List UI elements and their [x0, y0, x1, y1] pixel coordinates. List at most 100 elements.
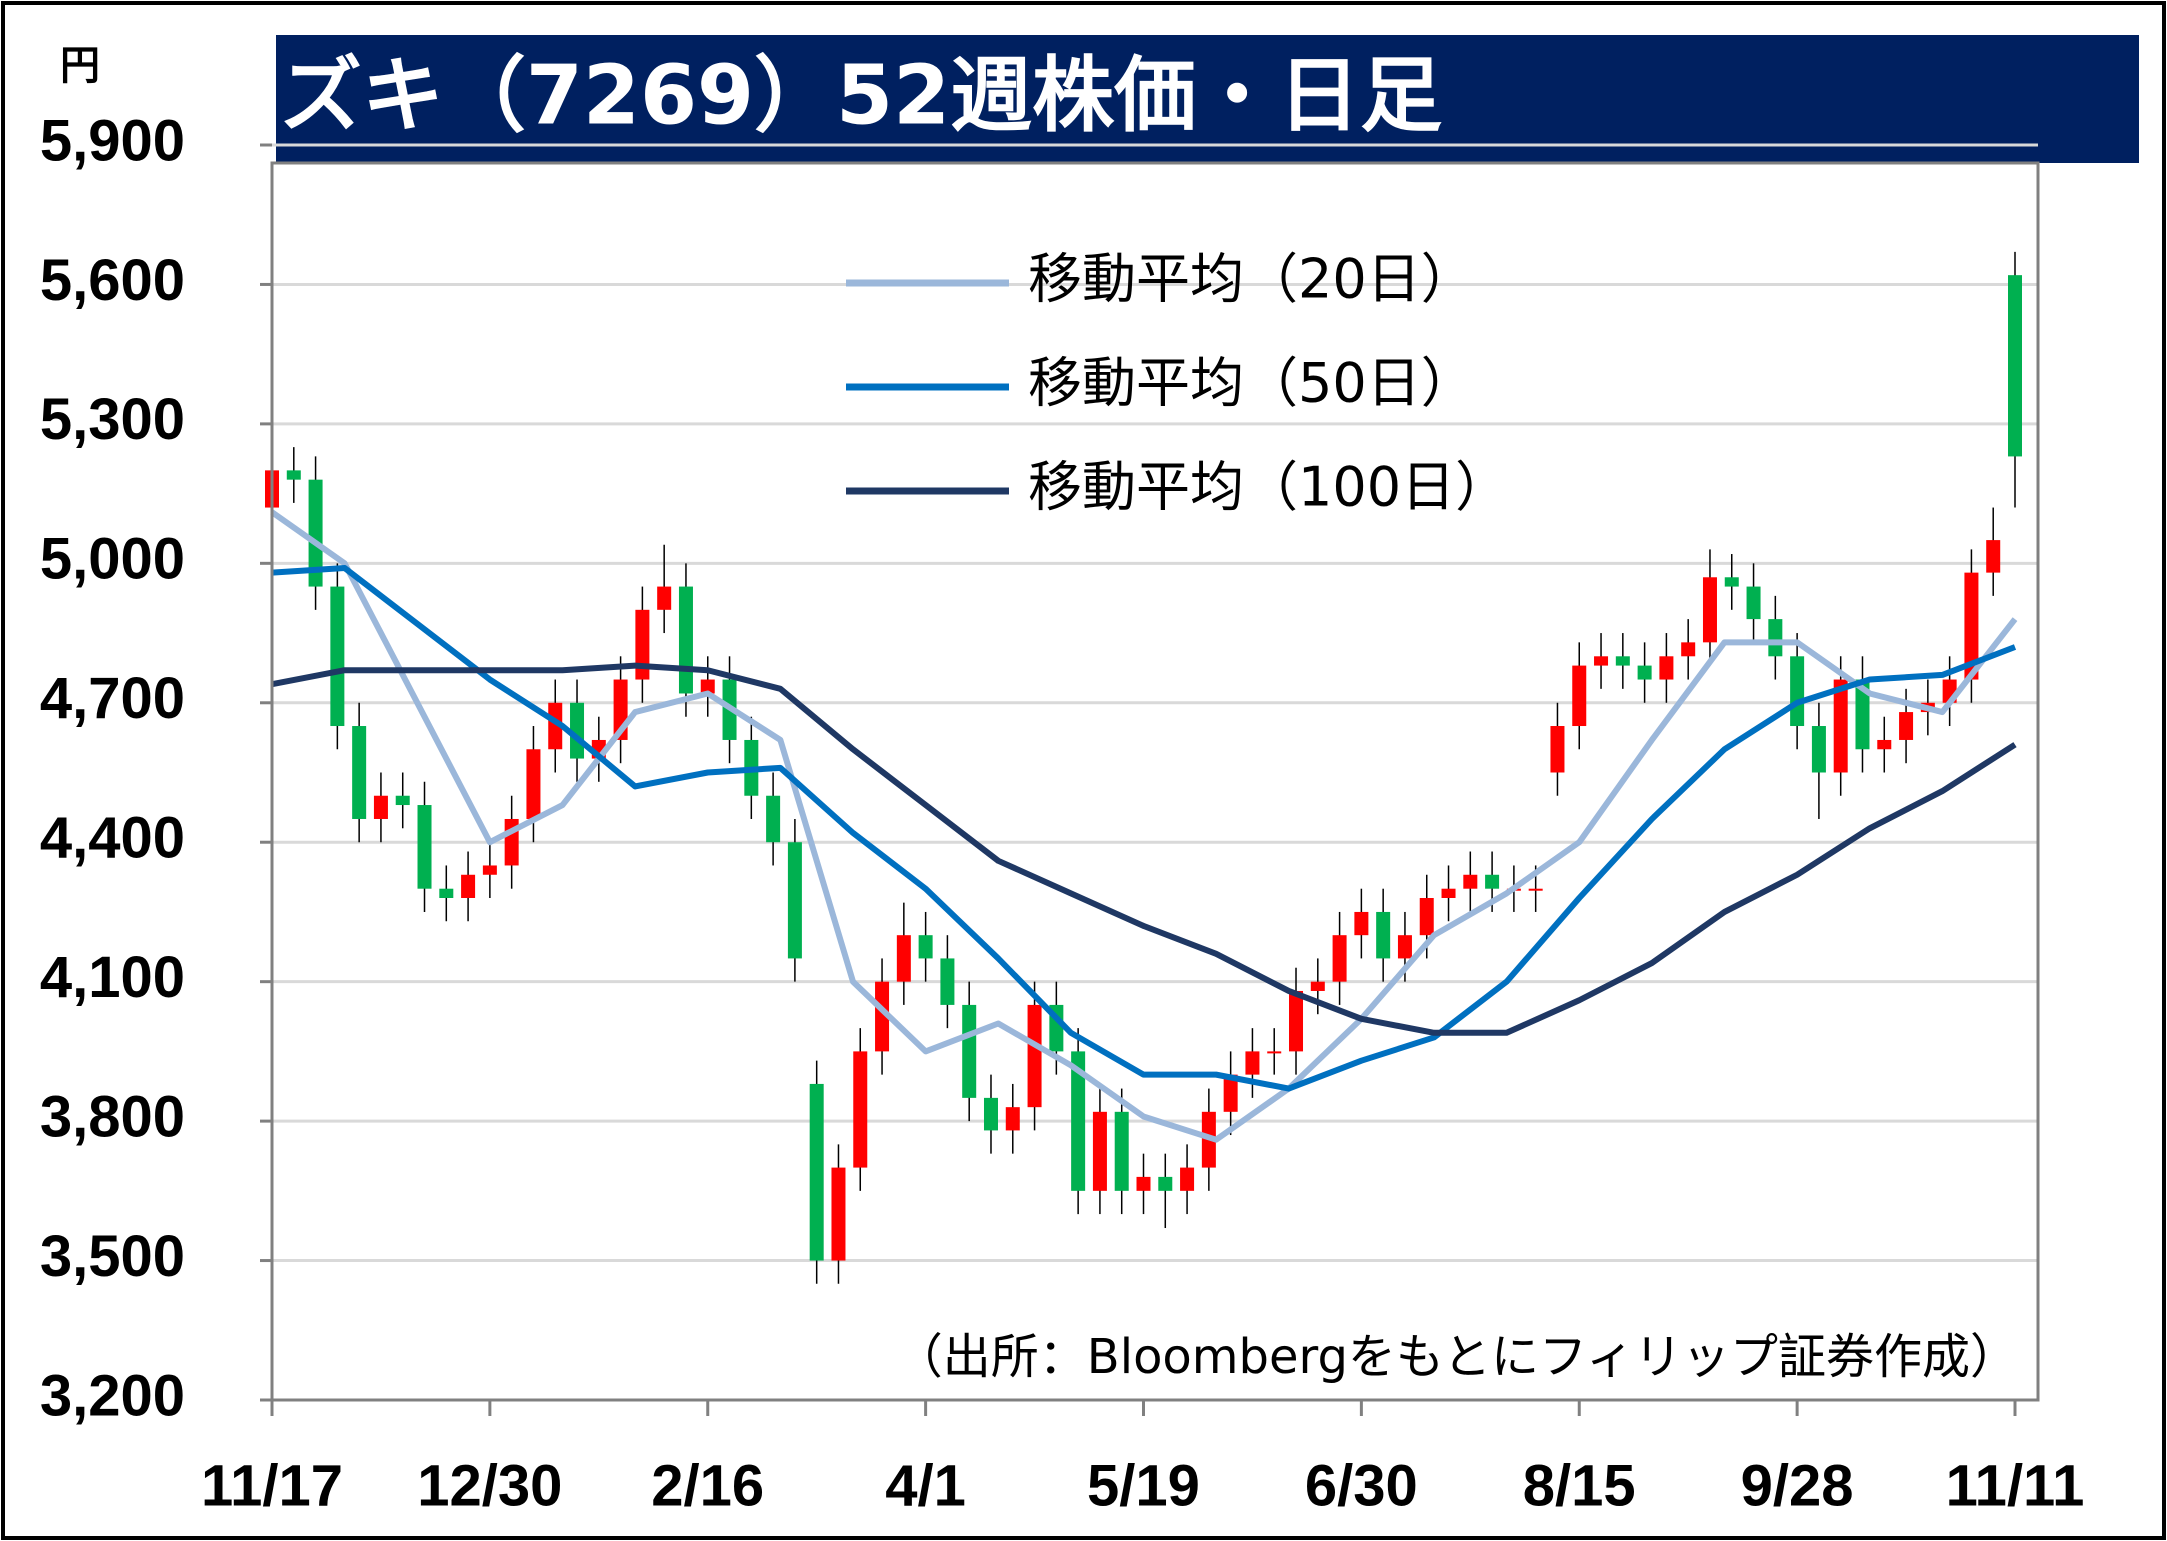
candle-body	[766, 795, 781, 843]
candle-body	[482, 865, 497, 875]
x-tick-label: 9/28	[1741, 1453, 1854, 1518]
candle-body	[983, 1097, 998, 1131]
candle-body	[1136, 1176, 1151, 1191]
candle-body	[1463, 874, 1478, 889]
source-note: （出所：Bloombergをもとにフィリップ証券作成）	[895, 1329, 2018, 1385]
candle-body	[1790, 656, 1805, 727]
candle-body	[526, 749, 541, 819]
candle-body	[2008, 275, 2022, 457]
x-tick-label: 5/19	[1087, 1453, 1200, 1518]
candle-body	[395, 795, 410, 806]
candle-body	[1354, 911, 1369, 936]
candle-body	[1441, 888, 1456, 898]
x-tick-label: 12/30	[417, 1453, 562, 1518]
x-tick-label: 11/11	[1946, 1453, 2085, 1518]
candle-body	[1637, 665, 1652, 680]
y-tick-label: 3,500	[40, 1224, 185, 1289]
candle-body	[875, 981, 890, 1052]
y-tick-label: 5,600	[40, 248, 185, 313]
moving-average-line	[271, 662, 2017, 1036]
candle-body	[1027, 1004, 1042, 1108]
y-tick-label: 4,700	[40, 666, 185, 731]
y-tick-label: 5,300	[40, 387, 185, 452]
candle-body	[1702, 577, 1717, 643]
candle-body	[853, 1051, 868, 1168]
plot	[265, 251, 2022, 1284]
x-tick-label: 2/16	[651, 1453, 764, 1518]
y-unit: 円	[60, 43, 100, 89]
candle-body	[787, 842, 802, 959]
candle-body	[962, 1004, 977, 1098]
candle-body	[308, 479, 323, 587]
candle-body	[548, 702, 563, 750]
candle-body	[461, 874, 476, 898]
candle-body	[1528, 888, 1543, 891]
moving-average-line	[270, 509, 2018, 1143]
candle-body	[1986, 540, 2001, 573]
candle-body	[1746, 586, 1761, 620]
y-tick-label: 3,800	[40, 1084, 185, 1149]
candle-body	[657, 586, 672, 610]
candle-body	[1267, 1051, 1282, 1054]
candle-body	[330, 586, 345, 727]
candle-body	[809, 1083, 824, 1261]
grid	[260, 143, 2038, 1416]
candle-body	[1419, 898, 1434, 936]
x-tick-label: 11/17	[201, 1453, 343, 1518]
candle-body	[1899, 712, 1914, 740]
candle-body	[1768, 619, 1783, 657]
moving-average-line	[271, 564, 2017, 1092]
candle-body	[1659, 656, 1674, 680]
candle-body	[1811, 726, 1826, 773]
candle-body	[1071, 1051, 1086, 1191]
candle-body	[1833, 679, 1848, 773]
y-tick-label: 5,900	[40, 108, 185, 173]
candle-body	[417, 805, 432, 889]
candle-body	[918, 935, 933, 959]
candle-body	[1092, 1111, 1107, 1191]
candle-body	[1877, 739, 1892, 750]
x-tick-label: 4/1	[885, 1453, 966, 1518]
plot-frame	[270, 161, 2040, 1402]
candle-body	[1158, 1176, 1173, 1191]
candle-body	[1724, 577, 1739, 587]
candle-body	[1180, 1167, 1195, 1191]
candle-body	[1332, 935, 1347, 982]
candle-body	[678, 586, 693, 694]
candle-body	[1485, 874, 1500, 889]
candle-body	[700, 679, 715, 694]
candle-body	[831, 1167, 846, 1261]
title-bar	[276, 35, 2139, 163]
candle-body	[286, 470, 301, 480]
candle-body	[1550, 726, 1565, 773]
legend-label: 移動平均（50日）	[1028, 352, 1475, 415]
chart-title: スズキ（7269）52週株価・日足	[198, 48, 1442, 143]
candle-body	[1964, 572, 1979, 680]
candle-body	[1245, 1051, 1260, 1075]
candle-body	[1681, 642, 1696, 657]
candle-body	[1376, 911, 1391, 959]
y-tick-label: 4,400	[40, 806, 185, 871]
legend-label: 移動平均（100日）	[1028, 456, 1509, 519]
candle-body	[940, 958, 955, 1005]
candle-body	[1572, 665, 1587, 727]
candle-body	[896, 935, 911, 982]
y-tick-label: 5,000	[40, 527, 185, 592]
candle-body	[635, 609, 650, 680]
candle-body	[1223, 1074, 1238, 1112]
x-tick-label: 8/15	[1523, 1453, 1636, 1518]
candle-body	[1310, 981, 1325, 991]
candle-body	[1594, 656, 1609, 666]
x-tick-label: 6/30	[1305, 1453, 1418, 1518]
candle-body	[1615, 656, 1630, 666]
candle-body	[1855, 679, 1870, 750]
y-tick-label: 4,100	[40, 945, 185, 1010]
candle-body	[1005, 1107, 1020, 1131]
candle-body	[352, 726, 367, 819]
y-tick-label: 3,200	[40, 1363, 185, 1428]
candle-body	[1114, 1111, 1129, 1191]
candle-body	[1289, 990, 1304, 1052]
candle-body	[1397, 935, 1412, 959]
candle-body	[373, 795, 388, 819]
